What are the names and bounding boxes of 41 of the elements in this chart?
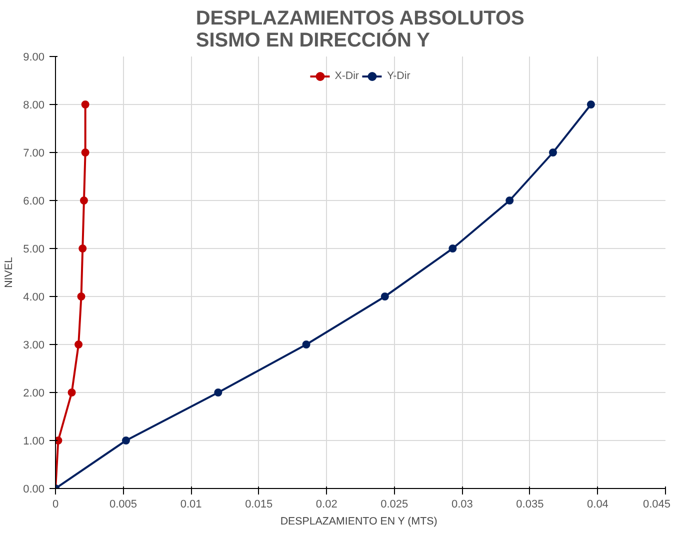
x-tick-label: 0.03	[451, 498, 473, 510]
y-tick-label: 9.00	[23, 52, 45, 64]
legend-label: Y-Dir	[386, 70, 410, 82]
point	[68, 388, 76, 396]
x-tick-label: 0	[52, 498, 59, 510]
y-tick-label: 4.00	[23, 292, 45, 304]
point	[122, 436, 130, 444]
y-tick-label: 1.00	[23, 436, 45, 448]
x-tick-label: 0.015	[245, 498, 273, 510]
point	[78, 244, 87, 252]
point	[548, 148, 557, 156]
point	[77, 292, 86, 300]
x-tick-label: 0.045	[642, 498, 671, 510]
point	[81, 100, 90, 108]
x-tick-label: 0.005	[110, 498, 138, 510]
y-tick-label: 6.00	[23, 196, 45, 208]
point	[506, 196, 514, 204]
point	[56, 436, 62, 444]
point	[80, 196, 88, 204]
x-tick-label: 0.035	[516, 498, 544, 510]
point	[81, 148, 90, 156]
legend-label: X-Dir	[334, 70, 359, 82]
y-tick-label: 7.00	[23, 148, 45, 160]
x-tick-label: 0.01	[180, 498, 202, 510]
y-axis-title: NIVEL	[3, 257, 16, 288]
point	[380, 292, 389, 300]
point	[74, 340, 83, 348]
point	[302, 340, 310, 348]
x-axis-title: DESPLAZAMIENTO EN Y (MTS)	[280, 516, 438, 528]
y-tick-label: 0.00	[23, 484, 45, 496]
x-tick-label: 0.025	[380, 498, 408, 510]
y-tick-label: 3.00	[23, 340, 45, 352]
point	[448, 244, 457, 252]
point	[214, 388, 222, 396]
point	[586, 100, 595, 108]
y-tick-label: 8.00	[23, 100, 45, 112]
chart-title: DESPLAZAMIENTOS ABSOLUTOS SISMO EN DIRECCIÓN Y	[196, 8, 524, 52]
x-tick-label: 0.04	[587, 498, 608, 510]
x-tick-label: 0.02	[316, 498, 338, 510]
y-tick-label: 5.00	[23, 244, 45, 256]
y-tick-label: 2.00	[23, 388, 45, 400]
